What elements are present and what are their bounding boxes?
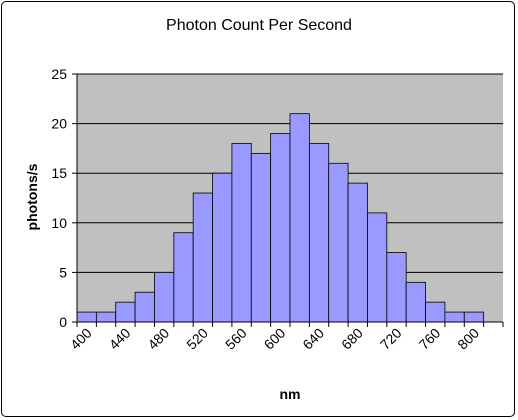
y-tick-label: 5 <box>59 264 67 280</box>
bar <box>386 252 407 323</box>
bar <box>76 311 97 323</box>
bar <box>95 311 117 323</box>
bar <box>425 301 446 323</box>
x-tick-label: 720 <box>377 325 405 353</box>
bar <box>328 162 349 323</box>
bar <box>173 232 194 323</box>
bar <box>347 182 368 323</box>
chart-title: Photon Count Per Second <box>166 17 352 34</box>
bar <box>367 212 388 323</box>
y-tick-label: 25 <box>51 66 67 82</box>
x-tick-label: 680 <box>338 325 366 353</box>
x-tick-label: 600 <box>261 325 289 353</box>
y-tick-label: 10 <box>51 215 67 231</box>
y-tick-label: 0 <box>59 314 67 330</box>
bar <box>212 172 233 323</box>
x-tick-label: 760 <box>416 325 444 353</box>
bar <box>134 291 155 323</box>
x-tick-label: 520 <box>183 325 211 353</box>
x-tick-label: 400 <box>67 325 95 353</box>
bar <box>444 311 465 323</box>
bar <box>231 143 252 323</box>
y-tick-labels: 0 5 10 15 20 25 <box>51 66 67 330</box>
bar <box>308 143 330 323</box>
x-tick-label: 560 <box>222 325 250 353</box>
x-tick-label: 480 <box>144 325 172 353</box>
bar <box>154 271 175 323</box>
y-tick-label: 20 <box>51 116 67 132</box>
bar <box>192 192 213 323</box>
x-tick-label: 440 <box>106 325 134 353</box>
bar <box>405 281 426 323</box>
x-tick-label: 640 <box>299 325 327 353</box>
bars <box>76 113 485 323</box>
bar <box>289 113 310 323</box>
y-axis-label: photons/s <box>24 163 40 230</box>
axes <box>72 73 504 327</box>
y-tick-label: 15 <box>51 165 67 181</box>
x-axis-label: nm <box>280 386 301 402</box>
x-tick-label: 800 <box>454 325 482 353</box>
bar <box>270 133 291 323</box>
x-tick-labels: 400 440 480 520 560 600 640 680 720 760 800 <box>67 325 482 353</box>
bar <box>115 301 136 323</box>
bar <box>250 152 272 323</box>
bar <box>463 311 485 323</box>
